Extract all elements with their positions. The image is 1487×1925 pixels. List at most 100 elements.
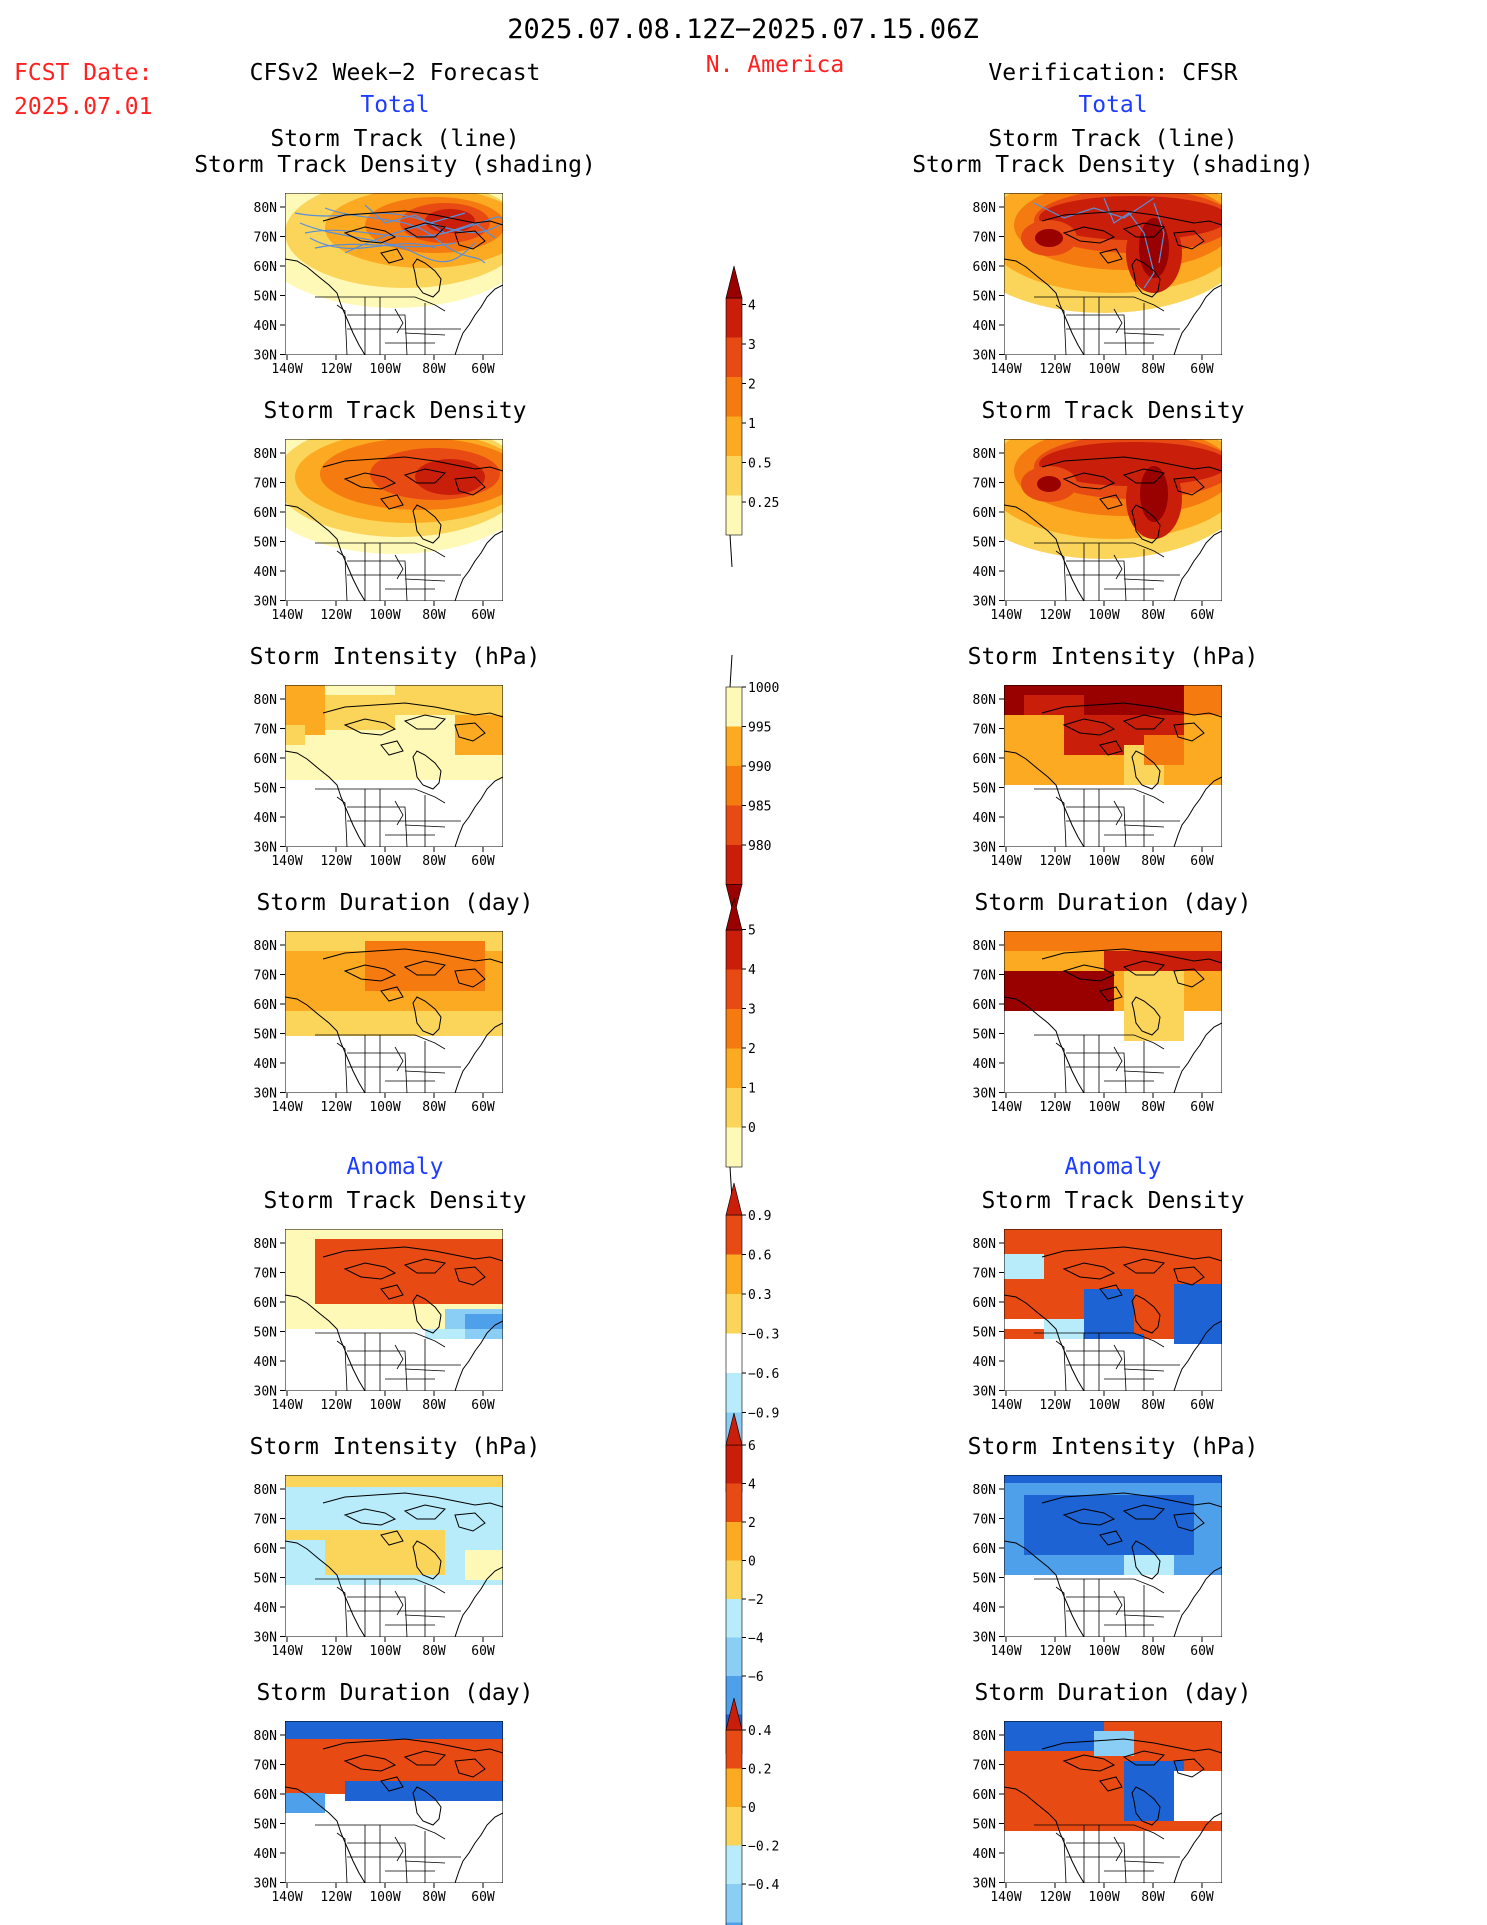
map-plot [285,685,503,847]
lat-tick-label: 70N [973,231,996,246]
colorbar-tick-label: 3 [748,338,756,353]
lon-tick-label: 140W [271,362,302,377]
lon-tick-label: 120W [1039,608,1070,623]
lat-tick-label: 40N [254,1355,277,1370]
lat-tick-label: 40N [254,319,277,334]
lat-tick-label: 30N [254,349,277,364]
lat-tick-label: 30N [254,1631,277,1646]
panel-title: Storm Track Density (shading) [194,152,596,178]
lon-tick-label: 140W [271,1644,302,1659]
lat-tick-label: 60N [254,998,277,1013]
lon-tick-label: 100W [369,1644,400,1659]
lon-tick-label: 120W [320,854,351,869]
map-plot [1004,1229,1222,1391]
colorbar-tick-label: 0.9 [748,1209,771,1224]
colorbar-intensity-anom: 6 4 2 0 −2 −4 −6 [725,1412,764,1786]
panel-title: Storm Track Density [981,1188,1244,1214]
lat-tick-label: 40N [254,1847,277,1862]
lat-tick-label: 40N [254,1601,277,1616]
lat-tick-label: 50N [973,782,996,797]
lat-tick-label: 80N [254,693,277,708]
lat-tick-label: 70N [254,231,277,246]
panel-title: Storm Duration (day) [257,890,534,916]
lon-tick-label: 60W [1190,854,1214,869]
panel-verification-anom-duration: Storm Duration (day) 80N 70N 60N 50N 40N 30N14… [973,1680,1252,1905]
lat-tick-label: 40N [254,565,277,580]
lat-tick-label: 30N [254,1385,277,1400]
panel-title: Storm Track Density [263,398,526,424]
lon-tick-label: 60W [471,1100,495,1115]
lat-tick-label: 30N [973,349,996,364]
panel-forecast-anom-density: Storm Track Density 80N 70N 60N 50N 40N 30N140… [254,1188,527,1413]
lon-tick-label: 140W [990,1644,1021,1659]
map-plot [1004,685,1222,847]
lon-tick-label: 120W [1039,1644,1070,1659]
lon-tick-label: 120W [1039,1100,1070,1115]
lat-tick-label: 60N [254,1542,277,1557]
map-plot [285,931,503,1093]
lon-tick-label: 100W [369,362,400,377]
colorbar-tick-label: 1000 [748,681,779,696]
lon-tick-label: 60W [471,1890,495,1905]
lon-tick-label: 80W [422,1100,446,1115]
panel-verification-intensity: Storm Intensity (hPa)80N70N60N50N40N30N1… [968,644,1259,869]
lon-tick-label: 80W [1141,854,1165,869]
panel-title: Storm Intensity (hPa) [968,1434,1259,1460]
panel-title: Storm Track Density [263,1188,526,1214]
lat-tick-label: 60N [254,260,277,275]
panel-title: Storm Track Density (shading) [912,152,1314,178]
panel-forecast-anom-intensity: Storm Intensity (hPa)80N70N60N50N40N30N1… [250,1434,541,1659]
lat-tick-label: 80N [254,1483,277,1498]
lat-tick-label: 70N [254,723,277,738]
lat-tick-label: 30N [973,841,996,856]
lat-tick-label: 30N [973,595,996,610]
fcst-date-value: 2025.07.01 [14,94,152,120]
colorbar-tick-label: 0 [748,1555,756,1570]
lon-tick-label: 60W [1190,1100,1214,1115]
lat-tick-label: 70N [973,477,996,492]
colorbar-tick-label: 980 [748,839,771,854]
colorbar-tick-label: −0.4 [748,1878,779,1893]
lon-tick-label: 120W [320,1890,351,1905]
lat-tick-label: 80N [973,939,996,954]
lon-tick-label: 80W [1141,1398,1165,1413]
lat-tick-label: 70N [973,1513,996,1528]
colorbar-tick-label: −6 [748,1670,764,1685]
lat-tick-label: 50N [973,1572,996,1587]
map-plot [1004,1721,1222,1883]
lat-tick-label: 80N [973,1483,996,1498]
colorbar-tick-label: 1 [748,417,756,432]
lon-tick-label: 100W [369,1398,400,1413]
panel-verification-duration: Storm Duration (day) 80N 70N 60N 50N 40N 30N14… [973,890,1252,1115]
colorbar-density-total: 0.25 0.5 1 2 3 4 [725,265,779,568]
lon-tick-label: 120W [320,1398,351,1413]
lon-tick-label: 120W [320,362,351,377]
lat-tick-label: 30N [973,1631,996,1646]
lat-tick-label: 70N [254,1759,277,1774]
map-plot [1004,931,1222,1093]
lat-tick-label: 70N [973,1267,996,1282]
figure-title: 2025.07.08.12Z−2025.07.15.06Z [507,14,978,45]
colorbar-tick-label: 1 [748,1082,756,1097]
lat-tick-label: 40N [973,1355,996,1370]
lat-tick-label: 30N [254,1877,277,1892]
panel-forecast-track: Storm Track (line)Storm Track Density (s… [194,126,596,377]
lat-tick-label: 70N [254,1513,277,1528]
model-label: CFSv2 Week−2 Forecast [250,60,541,86]
lon-tick-label: 140W [271,608,302,623]
lon-tick-label: 140W [990,1398,1021,1413]
map-plot [285,439,503,601]
lon-tick-label: 60W [471,854,495,869]
panel-title: Storm Intensity (hPa) [968,644,1259,670]
colorbar-tick-label: 5 [748,924,756,939]
lat-tick-label: 60N [973,1542,996,1557]
lat-tick-label: 40N [973,1057,996,1072]
lon-tick-label: 140W [271,854,302,869]
colorbar-tick-label: 0 [748,1801,756,1816]
colorbar-tick-label: −0.3 [748,1328,779,1343]
panel-title: Storm Duration (day) [975,890,1252,916]
lon-tick-label: 60W [471,362,495,377]
lon-tick-label: 100W [1088,1100,1119,1115]
lat-tick-label: 70N [254,1267,277,1282]
lon-tick-label: 100W [1088,362,1119,377]
